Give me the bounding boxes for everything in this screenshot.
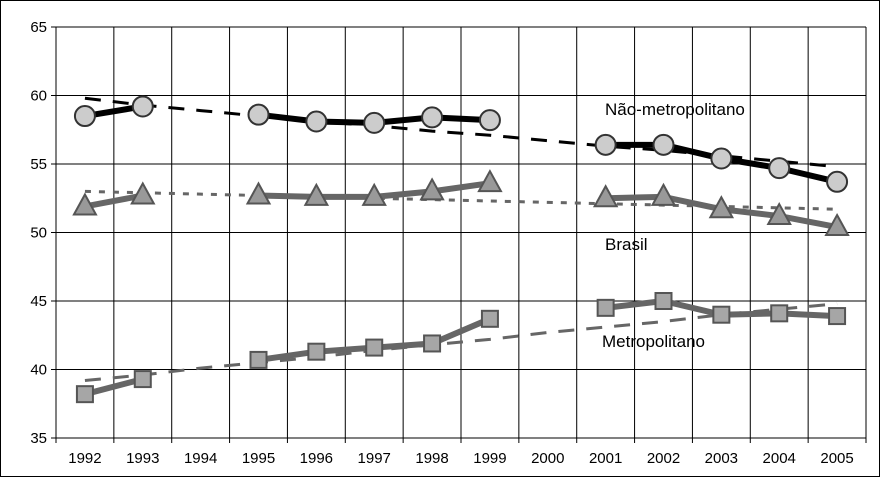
data-point-circle — [594, 133, 617, 156]
data-point-square — [249, 350, 268, 369]
data-point-triangle — [361, 182, 387, 206]
data-point-square — [770, 304, 789, 323]
series-line-3 — [84, 376, 144, 398]
y-tick-label: 65 — [30, 19, 47, 36]
x-tick-label: 1997 — [358, 450, 391, 467]
data-point-triangle — [303, 182, 330, 206]
data-point-circle — [652, 133, 675, 156]
data-point-triangle — [650, 182, 677, 206]
data-point-square — [712, 305, 731, 324]
data-point-triangle — [708, 195, 735, 219]
data-point-triangle — [592, 184, 619, 208]
data-point-circle — [247, 103, 270, 126]
data-point-circle — [363, 111, 386, 134]
x-tick-label: 1993 — [126, 450, 159, 467]
data-point-square — [423, 334, 442, 353]
y-tick-label: 55 — [30, 156, 47, 173]
y-tick-label: 50 — [30, 225, 47, 242]
data-point-square — [596, 298, 615, 317]
data-point-square — [365, 338, 384, 357]
label-layer: Não-metropolitano Brasil Metropolitano — [602, 100, 745, 351]
x-tick-label: 1999 — [473, 450, 506, 467]
y-tick-label: 60 — [30, 88, 47, 105]
data-point-square — [654, 292, 673, 310]
x-tick-label: 1994 — [184, 450, 217, 467]
data-point-circle — [73, 105, 96, 128]
x-tick-label: 2001 — [589, 450, 622, 467]
y-tick-label: 35 — [30, 430, 47, 447]
data-point-triangle — [130, 181, 156, 205]
grid-layer — [56, 26, 867, 439]
x-tick-label: 2000 — [531, 450, 564, 467]
data-point-square — [75, 385, 94, 404]
data-point-circle — [826, 170, 849, 193]
x-tick-label: 2004 — [763, 450, 796, 467]
x-tick-label: 1992 — [68, 450, 101, 467]
data-point-square — [828, 307, 847, 326]
data-point-triangle — [766, 201, 792, 226]
data-point-circle — [421, 106, 444, 129]
data-point-triangle — [72, 192, 98, 216]
data-point-triangle — [419, 177, 445, 201]
data-point-square — [307, 342, 326, 361]
x-tick-label: 2005 — [820, 450, 853, 467]
x-tick-label: 2003 — [705, 450, 738, 467]
data-point-square — [480, 309, 499, 328]
data-point-triangle — [245, 181, 272, 205]
data-point-square — [133, 370, 152, 389]
trend-line-3 — [84, 302, 838, 382]
y-tick-label: 45 — [30, 293, 47, 310]
x-tick-label: 1998 — [415, 450, 448, 467]
data-point-triangle — [477, 169, 503, 193]
axis-layer: 35 40 45 50 55 60 65 1992 1993 1994 1995 1996 1997 19… — [30, 19, 867, 467]
x-tick-label: 1996 — [300, 450, 333, 467]
series-line-2 — [84, 192, 144, 210]
data-point-circle — [710, 147, 733, 170]
data-point-circle — [768, 157, 791, 180]
y-tick-label: 40 — [30, 362, 47, 379]
x-tick-label: 2002 — [647, 450, 680, 467]
data-point-circle — [305, 110, 328, 133]
data-point-circle — [131, 95, 154, 118]
x-tick-label: 1995 — [242, 450, 275, 467]
series-label-2: Brasil — [605, 235, 648, 254]
marker-layer — [72, 95, 850, 404]
series-label-3: Metropolitano — [602, 332, 705, 351]
series-label-1: Não-metropolitano — [605, 100, 745, 119]
data-point-circle — [478, 109, 501, 132]
data-point-triangle — [824, 212, 850, 237]
